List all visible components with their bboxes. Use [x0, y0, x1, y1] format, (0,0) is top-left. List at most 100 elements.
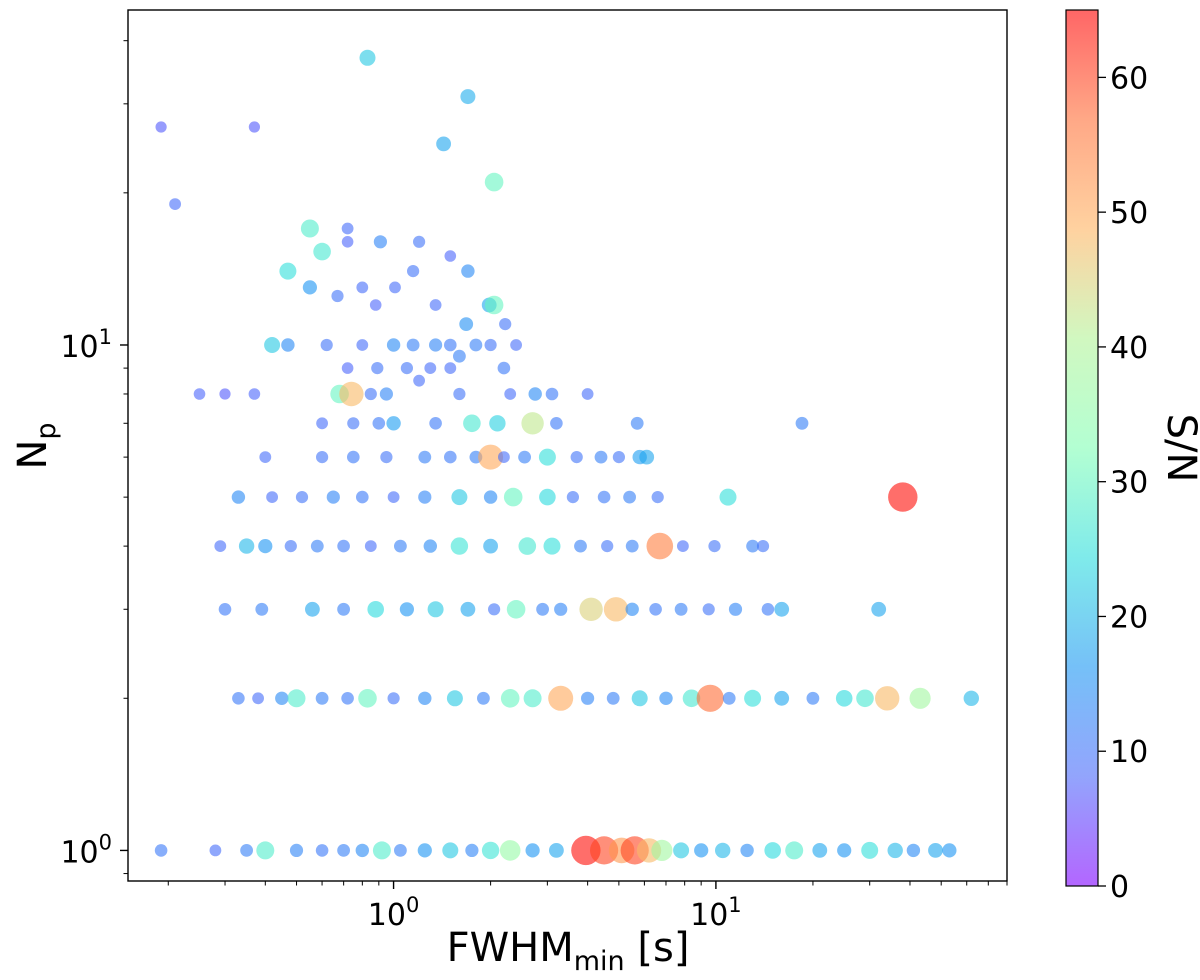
colorbar-tick-label: 10	[1110, 735, 1148, 770]
data-point	[337, 844, 350, 857]
data-point	[450, 537, 469, 555]
data-point	[238, 538, 255, 554]
data-point	[719, 488, 737, 506]
data-point	[630, 416, 644, 430]
data-point	[835, 690, 853, 707]
x-tick-label: 100	[368, 893, 420, 933]
data-point	[275, 691, 289, 705]
data-point	[386, 416, 401, 431]
data-point	[594, 450, 608, 464]
data-point	[284, 540, 297, 553]
data-point	[406, 338, 420, 352]
data-point	[518, 450, 531, 464]
data-point	[728, 602, 743, 616]
data-point	[484, 295, 504, 315]
data-point	[356, 339, 369, 351]
data-point	[625, 539, 639, 553]
data-point	[764, 842, 781, 859]
data-point	[483, 490, 498, 504]
data-point	[373, 235, 387, 249]
data-point	[418, 450, 432, 464]
data-point	[603, 597, 629, 622]
y-tick-base: 10	[60, 835, 98, 870]
data-point	[347, 417, 360, 430]
data-point	[219, 388, 231, 400]
data-point	[612, 451, 626, 464]
data-point	[255, 602, 269, 616]
data-point	[539, 488, 556, 506]
data-point	[510, 339, 522, 351]
data-point	[453, 387, 466, 401]
data-point	[740, 843, 754, 858]
data-point	[316, 451, 329, 464]
data-point	[497, 361, 511, 375]
data-point	[218, 603, 232, 616]
data-point	[682, 689, 701, 708]
data-point	[356, 490, 369, 504]
data-point	[649, 603, 662, 616]
data-point	[287, 689, 306, 708]
data-point	[387, 692, 400, 705]
data-point	[429, 417, 442, 430]
data-point	[506, 600, 526, 619]
data-point	[418, 490, 432, 504]
data-point	[193, 388, 206, 400]
data-point	[248, 121, 260, 133]
data-point	[266, 491, 278, 503]
data-point	[214, 540, 227, 552]
data-point	[570, 451, 583, 464]
data-point	[305, 601, 320, 617]
data-point	[259, 451, 272, 463]
data-point	[429, 338, 443, 352]
data-point	[504, 388, 517, 400]
data-point	[463, 414, 481, 433]
data-point	[715, 842, 731, 859]
data-point	[483, 538, 498, 554]
data-point	[155, 121, 167, 133]
data-point	[364, 387, 377, 401]
data-point	[909, 687, 931, 709]
data-point	[295, 491, 309, 504]
data-point	[677, 540, 689, 552]
data-point	[702, 603, 715, 616]
data-point	[394, 539, 407, 553]
data-point	[372, 417, 386, 430]
plot-frame	[127, 9, 1008, 882]
data-point	[696, 684, 724, 712]
data-point	[488, 603, 501, 616]
data-point	[928, 843, 943, 858]
data-point	[379, 387, 393, 401]
data-point	[356, 281, 369, 294]
data-point	[761, 603, 775, 616]
data-point	[339, 381, 364, 407]
data-point	[888, 482, 918, 512]
data-point	[503, 487, 523, 507]
data-point	[581, 691, 595, 705]
data-point	[232, 692, 245, 705]
data-point	[442, 842, 459, 859]
data-point	[399, 602, 414, 617]
data-point	[887, 842, 903, 859]
data-point	[264, 337, 281, 353]
data-point	[169, 198, 182, 211]
data-point	[774, 601, 790, 617]
x-tick-base: 10	[368, 898, 406, 933]
data-point	[315, 844, 329, 857]
y-axis-label: Np	[10, 422, 62, 469]
data-point	[837, 843, 852, 858]
data-point	[581, 388, 594, 400]
y-tick-label: 100	[60, 830, 112, 870]
data-point	[231, 490, 246, 504]
data-point	[500, 689, 520, 708]
data-point	[413, 374, 425, 387]
data-point	[566, 491, 580, 504]
data-point	[252, 692, 264, 705]
data-point	[631, 690, 648, 707]
y-axis-label-subscript: p	[31, 422, 62, 439]
data-point	[240, 844, 254, 857]
data-point	[646, 532, 674, 560]
data-point	[744, 689, 762, 707]
data-point	[358, 689, 377, 708]
data-point	[154, 844, 168, 857]
